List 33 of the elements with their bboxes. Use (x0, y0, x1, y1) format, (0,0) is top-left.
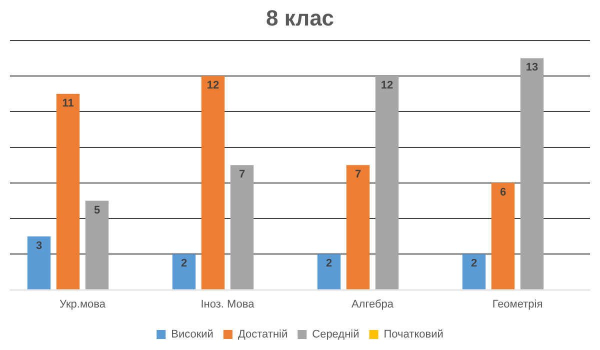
bar (462, 254, 486, 290)
x-tick-label: Геометрія (492, 298, 543, 310)
bar (375, 76, 399, 290)
bar (85, 200, 109, 290)
x-tick-label: Іноз. Мова (200, 298, 256, 310)
bar (520, 58, 544, 290)
bar (27, 236, 51, 290)
data-label: 7 (238, 168, 246, 181)
bar (230, 165, 254, 290)
legend-label: Початковий (384, 328, 444, 341)
legend-label: Високий (171, 328, 214, 341)
data-label: 7 (354, 168, 362, 181)
chart-title: 8 клас (266, 5, 334, 30)
bar (56, 94, 80, 290)
data-label: 3 (36, 240, 42, 252)
x-tick-label: Алгебра (351, 298, 394, 310)
legend-label: Достатній (238, 328, 288, 341)
data-label: 6 (500, 186, 506, 198)
data-label: 2 (470, 258, 478, 270)
bar (172, 254, 196, 290)
legend-label: Середній (312, 328, 360, 341)
data-label: 13 (526, 62, 538, 74)
data-label: 12 (206, 80, 220, 92)
bar (346, 165, 370, 290)
data-label: 5 (94, 204, 100, 216)
data-label: 11 (62, 97, 74, 110)
bar (491, 182, 515, 290)
bar (317, 254, 341, 290)
data-label: 2 (326, 258, 332, 270)
data-label: 2 (180, 258, 188, 270)
x-tick-label: Укр.мова (60, 298, 106, 310)
bar (201, 76, 225, 290)
data-label: 12 (380, 80, 394, 92)
